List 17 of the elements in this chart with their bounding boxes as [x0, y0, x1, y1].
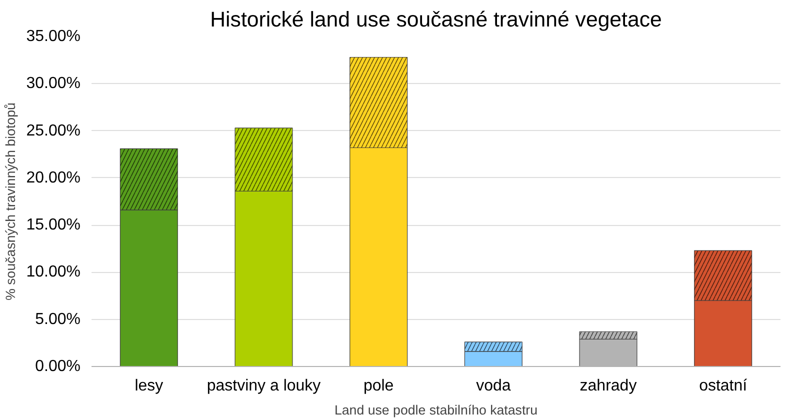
y-tick-label: 5.00%	[35, 310, 81, 328]
x-tick-label: zahrady	[580, 378, 637, 394]
y-tick-label: 10.00%	[26, 264, 80, 281]
x-tick-label: ostatní	[699, 378, 748, 394]
x-tick-label: pastviny a louky	[206, 378, 321, 394]
x-tick-label: voda	[476, 378, 511, 394]
y-axis-title: % současných travinných biotopů	[3, 102, 18, 300]
x-tick-label: lesy	[134, 378, 164, 394]
y-tick-label: 35.00%	[26, 28, 80, 45]
y-tick-label: 30.00%	[26, 75, 80, 92]
x-tick-label: pole	[363, 378, 394, 394]
chart-title: Historické land use současné travinné vegetace	[210, 8, 662, 32]
y-tick-label: 20.00%	[26, 169, 80, 186]
y-tick-label: 15.00%	[26, 216, 80, 234]
x-axis-title: Land use podle stabilního katastru	[334, 402, 538, 418]
y-tick-label: 25.00%	[26, 122, 80, 140]
y-tick-label: 0.00%	[35, 358, 81, 375]
